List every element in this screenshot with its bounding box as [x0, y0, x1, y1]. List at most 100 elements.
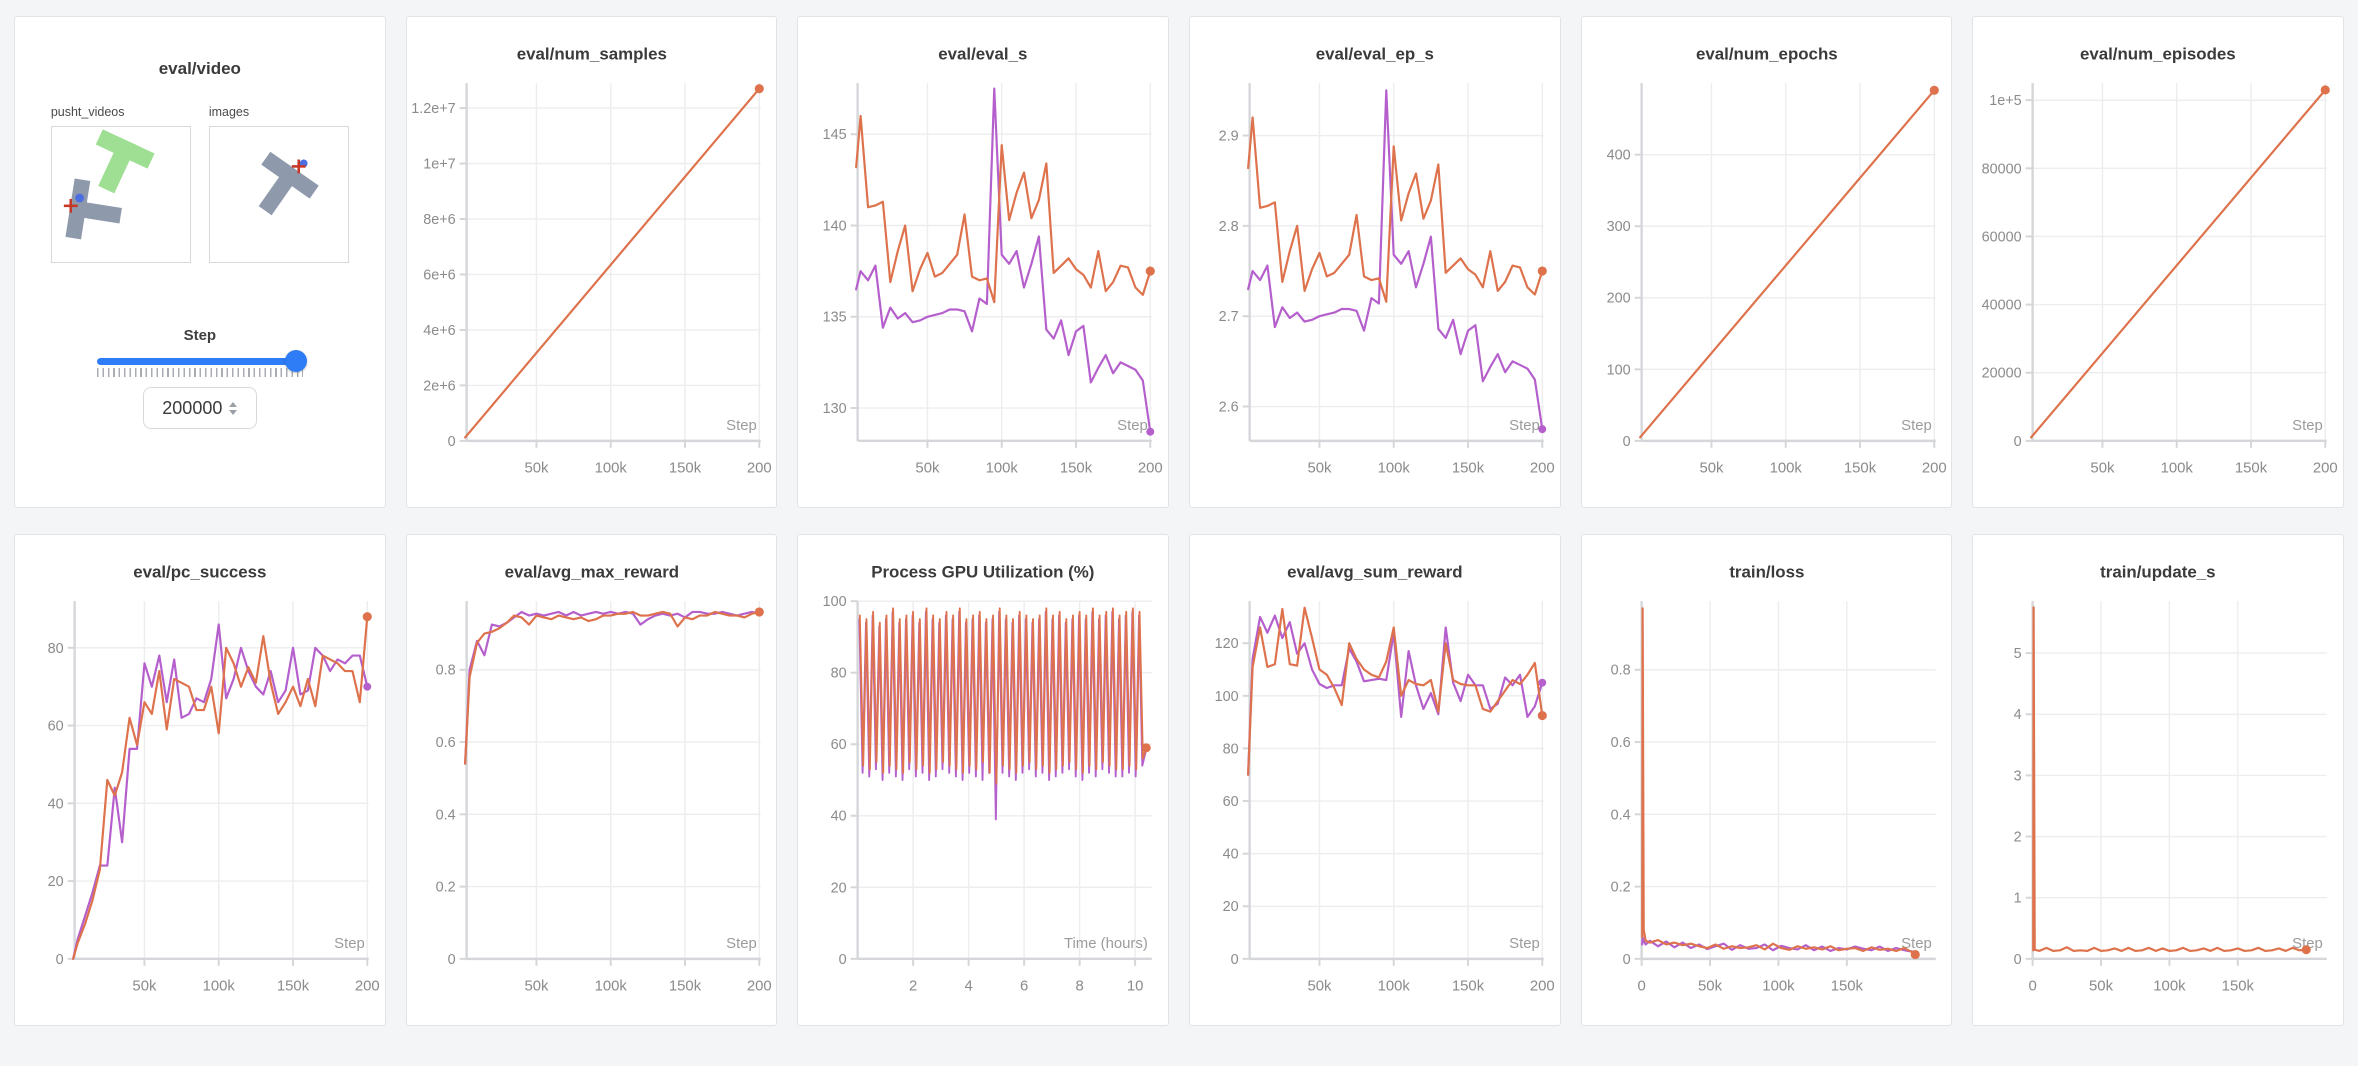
panel-eval-avg-max-reward[interactable]: eval/avg_max_reward 50k 100k 150k 200 0 0.2 0.4… [405, 534, 778, 1026]
media-thumbnail-pusht-videos[interactable] [50, 126, 191, 263]
x-axis-label: Step [2292, 936, 2323, 952]
chart-canvas-eval-num-episodes[interactable]: eval/num_episodes 50k 100k 150k 200 0 20000 400… [1973, 17, 2343, 507]
chart-canvas-eval-pc-success[interactable]: eval/pc_success 50k 100k 150k 200 0 20 40 60 80 St… [15, 535, 385, 1025]
chart-title: eval/eval_s [939, 44, 1028, 63]
panel-eval-avg-sum-reward[interactable]: eval/avg_sum_reward 50k 100k 150k 200 0 20 40 60… [1188, 534, 1561, 1026]
step-value-input[interactable]: 200000 [142, 387, 257, 429]
x-tick-label: 150k [2235, 461, 2268, 477]
x-tick-label: 10 [1127, 979, 1144, 995]
series-end-dot-purple [1538, 425, 1547, 434]
x-tick-label: 200 [1922, 461, 1947, 477]
images-frame [258, 151, 319, 216]
series-end-dot-orange [1141, 743, 1152, 753]
chart-canvas-eval-eval-s[interactable]: eval/eval_s 50k 100k 150k 200 130 135 140 145 Ste… [798, 17, 1168, 507]
y-tick-label: 0 [1622, 952, 1630, 968]
x-tick-label: 100k [1378, 979, 1411, 995]
x-tick-label: 150k [1452, 979, 1485, 995]
y-tick-label: 0 [839, 952, 847, 968]
step-slider-thumb[interactable] [284, 350, 307, 372]
series-end-dot-purple [363, 682, 372, 691]
chart-canvas-train-loss[interactable]: train/loss 0 50k 100k 150k 0 0.2 0.4 0.6 0.8 Step [1582, 535, 1952, 1025]
x-tick-label: 150k [1452, 461, 1485, 477]
x-axis-label: Step [1509, 418, 1540, 434]
series-line-orange [859, 607, 1148, 785]
panel-train-loss[interactable]: train/loss 0 50k 100k 150k 0 0.2 0.4 0.6 0.8 Step [1580, 534, 1953, 1026]
chart-canvas-train-update-s[interactable]: train/update_s 0 50k 100k 150k 0 1 2 3 4 5 Step [1973, 535, 2343, 1025]
y-tick-label: 0 [56, 952, 64, 968]
chart-canvas-eval-avg-sum-reward[interactable]: eval/avg_sum_reward 50k 100k 150k 200 0 20 40 60… [1190, 535, 1560, 1025]
chart-canvas-eval-avg-max-reward[interactable]: eval/avg_max_reward 50k 100k 150k 200 0 0.2 0.4… [407, 535, 777, 1025]
y-tick-label: 120 [1215, 636, 1239, 652]
y-tick-label: 100 [823, 594, 847, 610]
y-tick-label: 0 [2014, 434, 2022, 450]
x-tick-label: 200 [1530, 461, 1555, 477]
x-axis-label: Time (hours) [1064, 936, 1148, 952]
spinner-down-icon[interactable] [229, 409, 238, 415]
x-tick-label: 50k [524, 461, 549, 477]
media-row: pusht_videos [50, 105, 349, 263]
step-slider[interactable] [96, 350, 307, 372]
panel-eval-num-epochs[interactable]: eval/num_epochs 50k 100k 150k 200 0 100 200 300 4… [1580, 16, 1953, 508]
dashboard-grid: eval/video pusht_videos [14, 16, 2344, 1026]
x-tick-label: 150k [1060, 461, 1093, 477]
x-tick-label: 50k [1698, 979, 1723, 995]
panel-eval-video[interactable]: eval/video pusht_videos [14, 16, 386, 508]
series-line-orange [855, 114, 1152, 304]
chart-title: eval/num_episodes [2080, 44, 2236, 63]
series-line-orange [1640, 607, 1916, 956]
gray-t-block [258, 151, 319, 216]
series-line-orange [463, 610, 761, 765]
spinner-up-icon[interactable] [229, 401, 238, 407]
x-tick-label: 8 [1076, 979, 1084, 995]
y-tick-label: 300 [1606, 219, 1630, 235]
series-end-dot-orange [362, 612, 372, 622]
x-tick-label: 200 [2313, 461, 2338, 477]
x-tick-label: 150k [669, 979, 702, 995]
y-tick-label: 0.4 [435, 807, 455, 823]
x-tick-label: 100k [594, 979, 627, 995]
y-tick-label: 80 [831, 666, 847, 682]
x-tick-label: 50k [132, 979, 157, 995]
media-label-pusht-videos: pusht_videos [50, 105, 125, 119]
green-t-block [95, 129, 155, 194]
panel-train-update-s[interactable]: train/update_s 0 50k 100k 150k 0 1 2 3 4 5 Step [1972, 534, 2344, 1026]
y-tick-label: 135 [823, 310, 847, 326]
y-tick-label: 400 [1606, 148, 1630, 164]
step-slider-track[interactable] [96, 358, 303, 365]
target-cross [291, 159, 306, 174]
chart-canvas-process-gpu-utilization[interactable]: Process GPU Utilization (%)2 4 6 8 100204060… [798, 535, 1168, 1025]
x-tick-label: 0 [1637, 979, 1645, 995]
panel-eval-pc-success[interactable]: eval/pc_success 50k 100k 150k 200 0 20 40 60 80 St… [14, 534, 386, 1026]
x-tick-label: 50k [2091, 461, 2116, 477]
y-tick-label: 6e+6 [423, 267, 455, 283]
chart-canvas-eval-eval-ep-s[interactable]: eval/eval_ep_s 50k 100k 150k 200 2.6 2.7 2.8 2.9… [1190, 17, 1560, 507]
panel-process-gpu-utilization[interactable]: Process GPU Utilization (%) 2 4 6 8 10 0 20 40 60… [797, 534, 1169, 1026]
chart-canvas-eval-num-samples[interactable]: eval/num_samples 50k 100k 150k 200 0 2e+6 4e+6 6… [407, 17, 777, 507]
x-axis-label: Step [1901, 936, 1932, 952]
panel-eval-num-episodes[interactable]: eval/num_episodes 50k 100k 150k 200 0 20000 400… [1972, 16, 2344, 508]
x-tick-label: 150k [1830, 979, 1863, 995]
series-line-orange [1638, 89, 1936, 439]
y-tick-label: 130 [823, 401, 847, 417]
pusht-video-frame [63, 129, 155, 240]
y-tick-label: 2.9 [1219, 128, 1239, 144]
chart-title: Process GPU Utilization (%) [872, 562, 1095, 581]
media-label-images: images [208, 105, 250, 119]
series-end-dot-orange [754, 607, 764, 617]
panel-eval-eval-s[interactable]: eval/eval_s 50k 100k 150k 200 130 135 140 145 Ste… [797, 16, 1169, 508]
y-tick-label: 20 [1223, 899, 1239, 915]
y-tick-label: 0 [1622, 434, 1630, 450]
panel-eval-num-samples[interactable]: eval/num_samples 50k 100k 150k 200 0 2e+6 4e+6 6… [405, 16, 778, 508]
y-tick-label: 0 [2014, 952, 2022, 968]
media-thumbnail-images[interactable] [208, 126, 349, 263]
step-slider-label: Step [183, 327, 217, 344]
panel-eval-eval-ep-s[interactable]: eval/eval_ep_s 50k 100k 150k 200 2.6 2.7 2.8 2.9… [1188, 16, 1561, 508]
chart-title: eval/avg_max_reward [504, 562, 679, 581]
y-tick-label: 1e+7 [423, 157, 455, 173]
y-tick-label: 5 [2014, 646, 2022, 662]
x-axis-label: Step [1117, 418, 1148, 434]
y-tick-label: 2e+6 [423, 378, 455, 394]
chart-canvas-eval-num-epochs[interactable]: eval/num_epochs 50k 100k 150k 200 0 100 200 300 4… [1582, 17, 1952, 507]
series-line-purple [72, 623, 369, 960]
y-tick-label: 0.2 [435, 880, 455, 896]
